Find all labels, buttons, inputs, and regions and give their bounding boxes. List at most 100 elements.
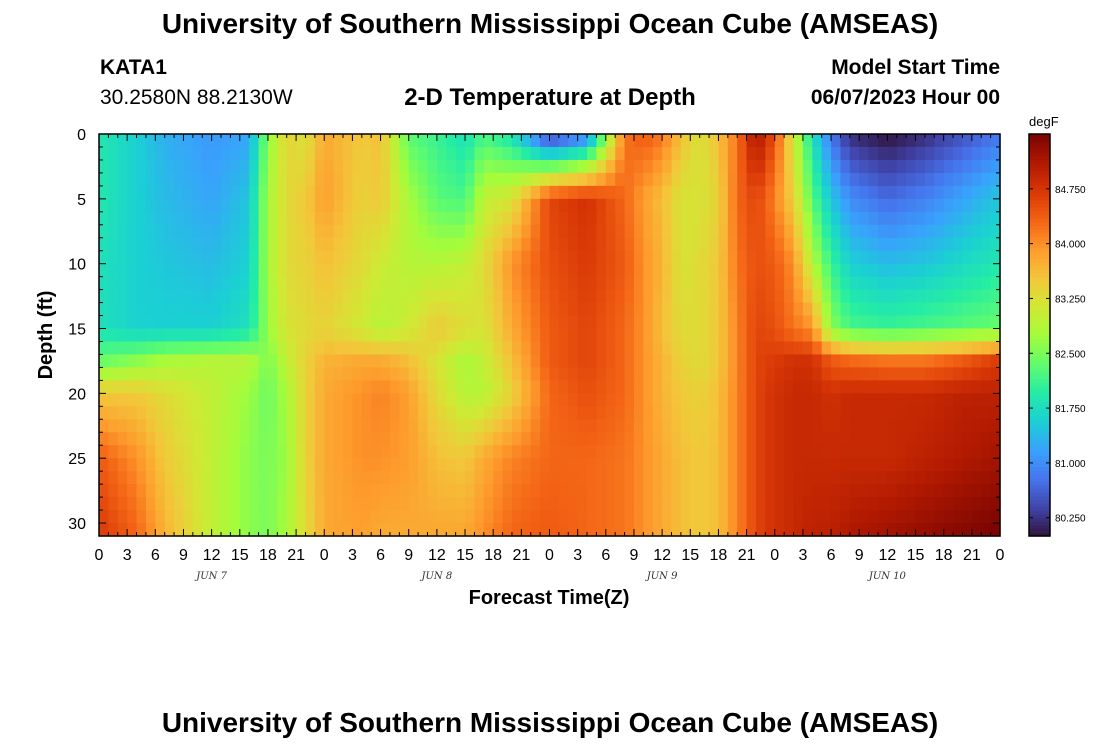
heatmap-cell [305, 159, 316, 174]
heatmap-cell [502, 276, 513, 291]
heatmap-cell [540, 185, 551, 200]
heatmap-cell [530, 341, 541, 356]
heatmap-cell [971, 380, 982, 394]
colorbar-segment [1029, 291, 1050, 296]
heatmap-cell [314, 406, 325, 420]
heatmap-cell [267, 367, 278, 381]
heatmap-cell [840, 341, 851, 356]
heatmap-cell [924, 458, 935, 472]
heatmap-cell [924, 276, 935, 291]
heatmap-cell [136, 354, 147, 369]
heatmap-cell [99, 185, 109, 200]
heatmap-cell [943, 458, 954, 472]
heatmap-cell [596, 406, 607, 420]
heatmap-cell [709, 198, 720, 213]
heatmap-cell [924, 341, 935, 356]
heatmap-cell [587, 315, 598, 330]
heatmap-cell [690, 315, 701, 330]
heatmap-cell [511, 289, 522, 304]
heatmap-cell [474, 263, 485, 278]
heatmap-cell [108, 354, 119, 369]
heatmap-cell [521, 523, 532, 537]
heatmap-cell [784, 134, 795, 148]
heatmap-cell [737, 159, 748, 174]
heatmap-cell [211, 432, 222, 446]
heatmap-cell [896, 198, 907, 213]
x-tick-label: 6 [376, 547, 385, 564]
heatmap-cell [343, 497, 354, 511]
heatmap-cell [587, 185, 598, 200]
heatmap-cell [549, 380, 560, 394]
heatmap-cell [680, 224, 691, 239]
colorbar-segment [1029, 492, 1050, 497]
heatmap-cell [577, 289, 588, 304]
heatmap-cell [436, 510, 447, 524]
heatmap-cell [568, 328, 579, 343]
heatmap-cell [671, 302, 682, 317]
heatmap-cell [962, 510, 973, 524]
heatmap-cell [127, 341, 138, 356]
heatmap-cell [136, 328, 147, 343]
heatmap-cell [652, 224, 663, 239]
heatmap-cell [755, 211, 766, 226]
heatmap-cell [877, 393, 888, 407]
heatmap-cell [324, 211, 335, 226]
heatmap-cell [906, 367, 917, 381]
heatmap-cell [164, 380, 175, 394]
heatmap-cell [849, 354, 860, 369]
heatmap-cell [680, 458, 691, 472]
heatmap-cell [361, 523, 372, 537]
heatmap-cell [108, 341, 119, 356]
heatmap-cell [352, 276, 363, 291]
heatmap-cell [924, 497, 935, 511]
heatmap-cell [530, 315, 541, 330]
heatmap-cell [249, 237, 260, 252]
heatmap-cell [821, 315, 832, 330]
heatmap-cell [192, 419, 203, 433]
heatmap-cell [108, 302, 119, 317]
heatmap-cell [793, 185, 804, 200]
heatmap-cell [690, 237, 701, 252]
heatmap-cell [389, 134, 400, 148]
heatmap-cell [333, 263, 344, 278]
heatmap-cell [286, 224, 297, 239]
heatmap-cell [202, 134, 213, 148]
heatmap-cell [943, 146, 954, 161]
heatmap-cell [971, 497, 982, 511]
heatmap-cell [296, 367, 307, 381]
heatmap-cell [192, 172, 203, 187]
heatmap-cell [258, 315, 269, 330]
heatmap-cell [483, 510, 494, 524]
x-tick-label: 6 [827, 547, 836, 564]
heatmap-cell [474, 341, 485, 356]
heatmap-cell [699, 406, 710, 420]
heatmap-cell [324, 185, 335, 200]
heatmap-cell [633, 380, 644, 394]
heatmap-cell [521, 172, 532, 187]
heatmap-cell [662, 458, 673, 472]
heatmap-cell [277, 406, 288, 420]
heatmap-cell [192, 471, 203, 485]
heatmap-cell [840, 315, 851, 330]
heatmap-cell [521, 146, 532, 161]
heatmap-cell [615, 211, 626, 226]
heatmap-cell [652, 471, 663, 485]
heatmap-cell [164, 445, 175, 459]
heatmap-cell [821, 289, 832, 304]
heatmap-cell [690, 354, 701, 369]
heatmap-cell [108, 211, 119, 226]
heatmap-cell [380, 159, 391, 174]
heatmap-cell [436, 263, 447, 278]
heatmap-cell [868, 250, 879, 265]
colorbar-segment [1029, 393, 1050, 398]
heatmap-cell [671, 250, 682, 265]
heatmap-cell [699, 471, 710, 485]
heatmap-cell [446, 185, 457, 200]
heatmap-cell [633, 328, 644, 343]
heatmap-cell [924, 315, 935, 330]
heatmap-cell [389, 354, 400, 369]
x-tick-label: 6 [601, 547, 610, 564]
heatmap-cell [136, 458, 147, 472]
colorbar-segment [1029, 247, 1050, 252]
heatmap-cell [962, 302, 973, 317]
